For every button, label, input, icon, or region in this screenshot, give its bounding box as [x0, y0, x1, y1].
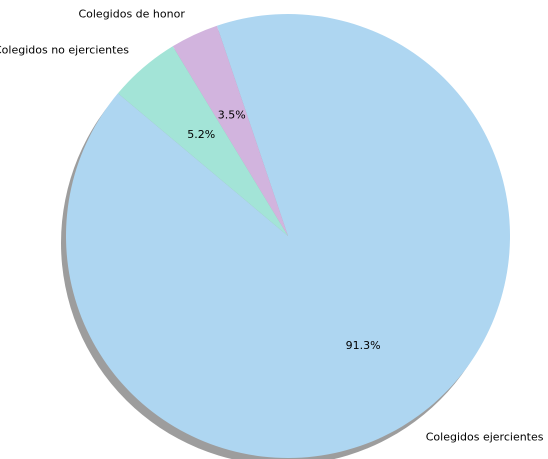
- pie-slices: [65, 14, 510, 459]
- category-label-colegidos-ejercientes: Colegidos ejercientes: [426, 431, 544, 444]
- category-label-colegidos-no-ejercientes: Colegidos no ejercientes: [0, 44, 129, 57]
- pie-slice-colegidos-de-honor: [172, 25, 288, 236]
- pie-slice-colegidos-ejercientes: [65, 14, 510, 459]
- pct-label-colegidos-no-ejercientes: 5.2%: [187, 128, 215, 141]
- pie-labels: 91.3% Colegidos ejercientes 3.5% Colegidos …: [0, 8, 544, 444]
- pct-label-colegidos-ejercientes: 91.3%: [346, 339, 381, 352]
- pie-slice-colegidos-no-ejercientes: [117, 46, 288, 236]
- category-label-colegidos-de-honor: Colegidos de honor: [78, 8, 185, 21]
- pct-label-colegidos-de-honor: 3.5%: [218, 108, 246, 121]
